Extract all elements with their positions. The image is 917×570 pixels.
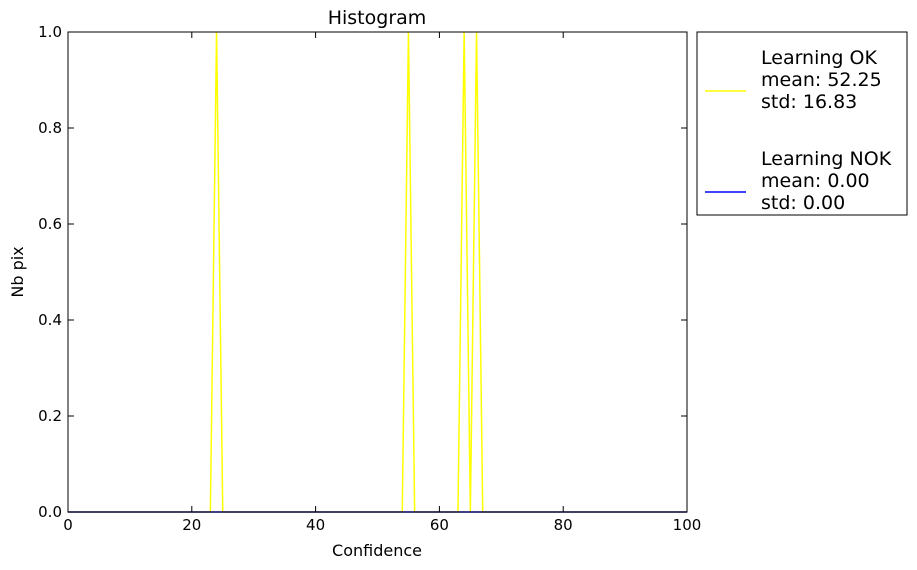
- legend-label: Learning OK: [761, 47, 877, 69]
- y-tick-label: 0.8: [38, 119, 62, 137]
- y-tick-label: 0.6: [38, 215, 62, 233]
- legend-label: std: 0.00: [761, 192, 845, 214]
- y-tick-label: 1.0: [38, 23, 62, 41]
- y-axis-title: Nb pix: [8, 246, 27, 297]
- legend-label: mean: 52.25: [761, 69, 882, 91]
- x-tick-label: 60: [430, 516, 449, 534]
- chart-title: Histogram: [328, 7, 427, 29]
- x-tick-label: 0: [63, 516, 73, 534]
- series-line-learning-ok: [68, 31, 687, 513]
- y-tick-label: 0.4: [38, 311, 62, 329]
- legend-label: mean: 0.00: [761, 170, 870, 192]
- x-tick-label: 40: [306, 516, 325, 534]
- x-tick-label: 80: [554, 516, 573, 534]
- legend-label: Learning NOK: [761, 148, 892, 170]
- x-tick-label: 100: [673, 516, 702, 534]
- y-tick-label: 0.0: [38, 503, 62, 521]
- plot-frame: [67, 31, 688, 513]
- axis-ticks: 0 20 40 60 80 100 0.0 0.2 0.4 0.6 0.8 1.0: [38, 23, 701, 534]
- plot-area: [68, 31, 687, 513]
- y-tick-label: 0.2: [38, 407, 62, 425]
- legend-box: [696, 31, 908, 216]
- x-axis-title: Confidence: [332, 541, 422, 560]
- x-tick-label: 20: [182, 516, 201, 534]
- legend-label: std: 16.83: [761, 91, 857, 113]
